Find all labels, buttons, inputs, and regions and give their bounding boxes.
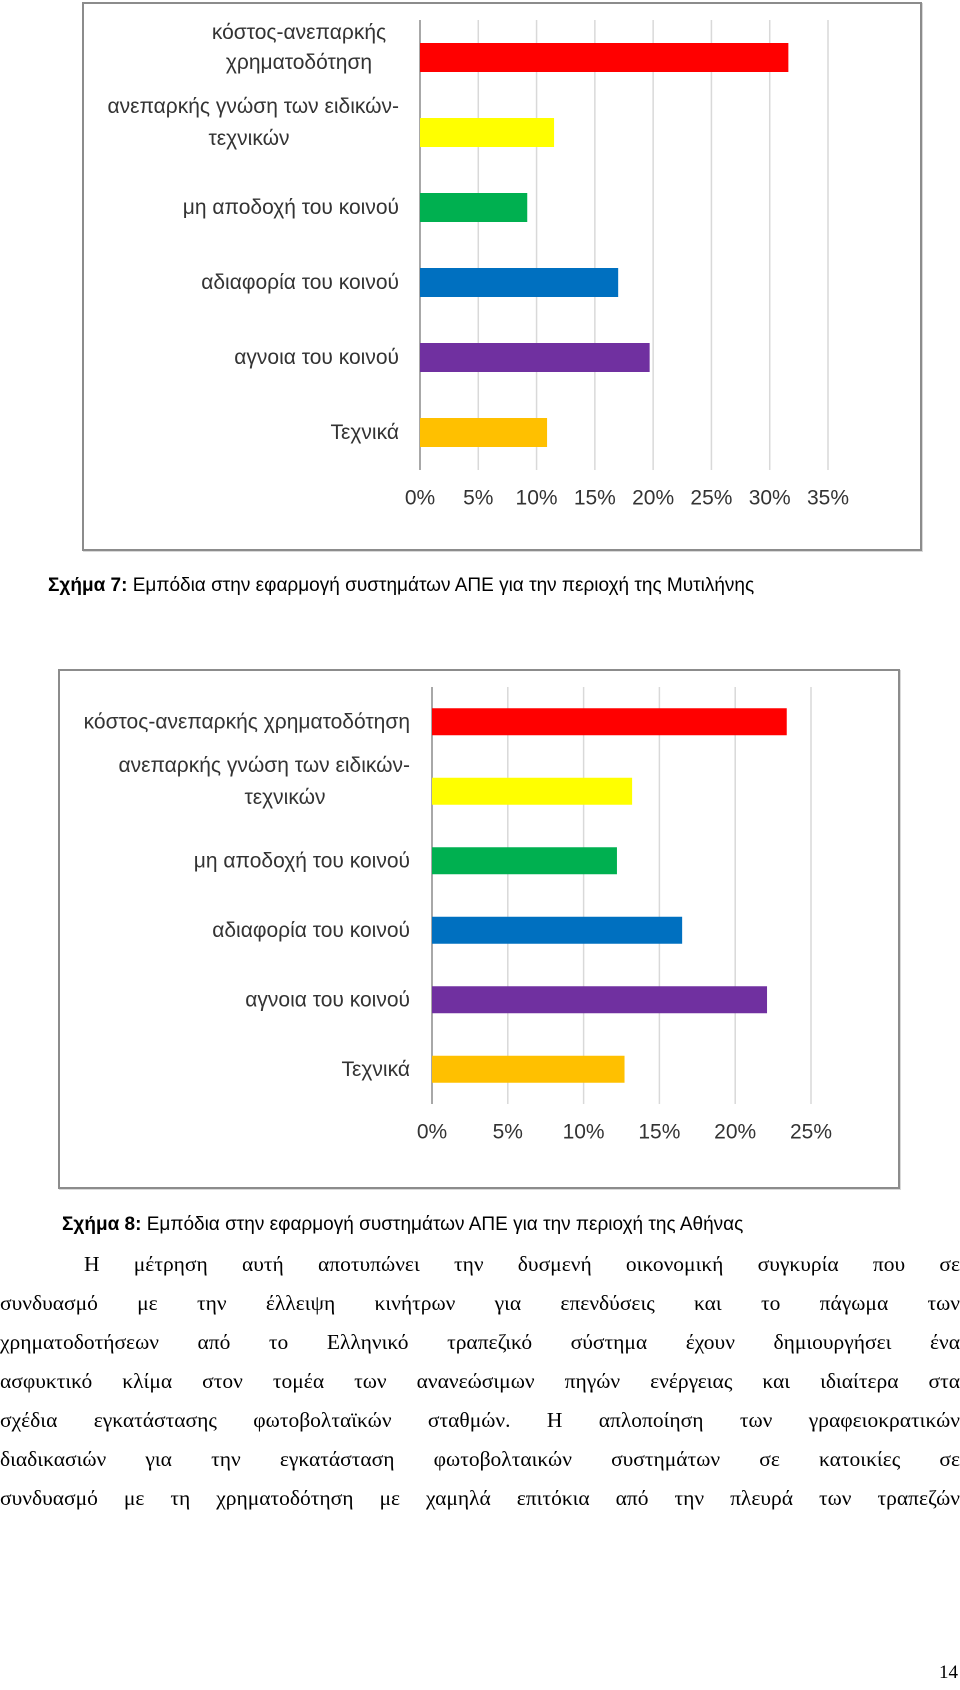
paragraph-line: σχέδια εγκατάστασης φωτοβολταϊκών σταθμώ…	[0, 1408, 960, 1432]
x-tick-label: 15%	[638, 1120, 680, 1143]
x-tick-label: 0%	[405, 486, 435, 509]
x-tick-label: 5%	[493, 1120, 523, 1143]
paragraph-line: ασφυκτικό κλίμα στον τομέα των ανανεώσιμ…	[0, 1369, 960, 1393]
bar	[420, 43, 789, 72]
figure-8-text: Εμπόδια στην εφαρμογή συστημάτων ΑΠΕ για…	[141, 1214, 744, 1235]
chart-mytilene: 0% 5% 10% 15% 20% 25% 30% 35% κόστος-ανεπαρκής χρ…	[82, 2, 922, 551]
bar	[432, 986, 768, 1014]
category-label: αδιαφορία του κοινού	[201, 271, 399, 294]
bar	[432, 708, 787, 736]
bar	[420, 118, 555, 147]
paragraph-line: συνδυασμό με τη χρηματοδότηση με χαμηλά …	[0, 1486, 960, 1510]
x-tick-label: 20%	[632, 486, 674, 509]
x-tick-label: 20%	[714, 1120, 756, 1143]
bar	[420, 268, 619, 297]
x-tick-label: 0%	[417, 1120, 447, 1143]
paragraph-line: συνδυασμό με την έλλειψη κινήτρων για επ…	[0, 1291, 960, 1315]
figure-7-label: Σχήμα 7:	[48, 575, 128, 596]
bar	[432, 777, 633, 805]
x-tick-label: 10%	[563, 1120, 605, 1143]
x-tick-label: 25%	[690, 486, 732, 509]
x-tick-label: 35%	[807, 486, 849, 509]
category-label: τεχνικών	[245, 786, 326, 809]
category-label: ανεπαρκής γνώση των ειδικών-	[118, 754, 410, 777]
paragraph-line: διαδικασιών για την εγκατάσταση φωτοβολτ…	[0, 1447, 960, 1471]
category-label: κόστος-ανεπαρκής χρηματοδότηση	[84, 710, 410, 733]
page-number: 14	[939, 1662, 958, 1683]
chart-athens: 0% 5% 10% 15% 20% 25% κόστος-ανεπαρκής χρηματο…	[58, 669, 900, 1189]
category-label: ανεπαρκής γνώση των ειδικών-	[107, 95, 399, 118]
bar	[432, 916, 683, 944]
bar	[420, 193, 528, 222]
figure-7-text: Εμπόδια στην εφαρμογή συστημάτων ΑΠΕ για…	[127, 575, 755, 596]
chart-mytilene-svg: 0% 5% 10% 15% 20% 25% 30% 35% κόστος-ανεπαρκής χρ…	[107, 20, 849, 509]
x-tick-label: 10%	[516, 486, 558, 509]
category-label: αγνοια του κοινού	[245, 988, 410, 1011]
category-label: κόστος-ανεπαρκής	[212, 21, 386, 44]
paragraph-line: Η μέτρηση αυτή αποτυπώνει την δυσμενή οι…	[84, 1252, 960, 1276]
category-label: Τεχνικά	[342, 1058, 410, 1081]
category-label: μη αποδοχή του κοινού	[183, 196, 399, 219]
figure-caption-7: Σχήμα 7: Εμπόδια στην εφαρμογή συστημάτω…	[48, 575, 754, 597]
category-label: Τεχνικά	[331, 421, 399, 444]
bar	[432, 847, 617, 875]
bar	[420, 418, 548, 447]
figure-8-label: Σχήμα 8:	[62, 1214, 142, 1235]
chart-athens-svg: 0% 5% 10% 15% 20% 25% κόστος-ανεπαρκής χρηματο…	[84, 687, 832, 1143]
x-tick-label: 25%	[790, 1120, 832, 1143]
x-tick-label: 5%	[463, 486, 493, 509]
category-label: τεχνικών	[209, 127, 290, 150]
bar	[420, 343, 650, 372]
x-tick-label: 30%	[749, 486, 791, 509]
x-tick-label: 15%	[574, 486, 616, 509]
figure-caption-8: Σχήμα 8: Εμπόδια στην εφαρμογή συστημάτω…	[62, 1214, 743, 1236]
category-label: αγνοια του κοινού	[234, 346, 399, 369]
category-label: μη αποδοχή του κοινού	[194, 849, 410, 872]
paragraph-line: χρηματοδοτήσεων από το Ελληνικό τραπεζικ…	[0, 1330, 960, 1354]
bar	[432, 1055, 625, 1083]
category-label: αδιαφορία του κοινού	[212, 919, 410, 942]
category-label: χρηματοδότηση	[226, 51, 372, 74]
